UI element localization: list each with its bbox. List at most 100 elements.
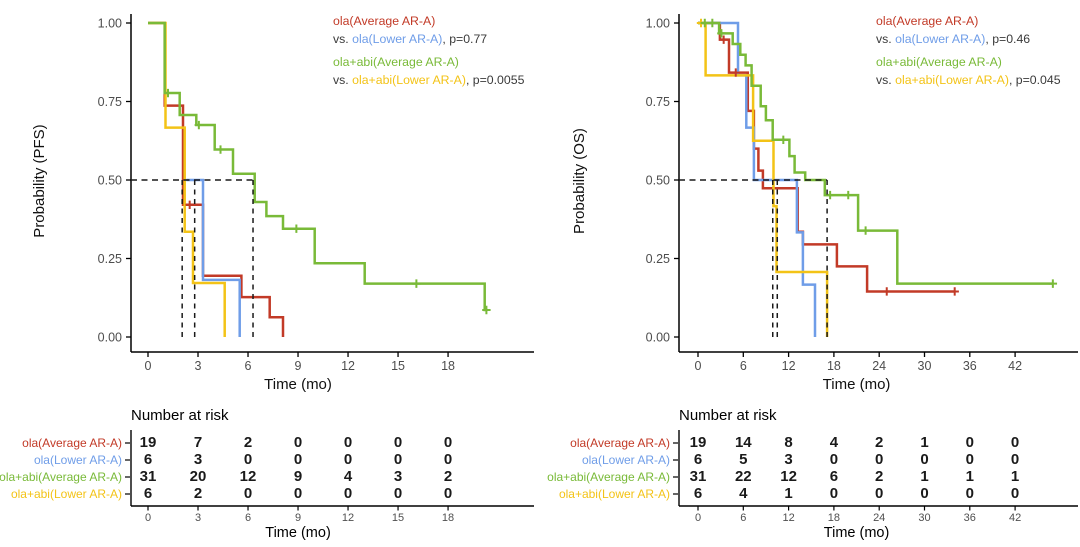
- censor-mark-green: [292, 224, 301, 233]
- risk-table-title: Number at risk: [131, 407, 229, 424]
- risk-row-label: ola(Average AR-A): [22, 436, 122, 450]
- censor-mark-green: [844, 190, 853, 200]
- legend-line: vs. ola(Lower AR-A), p=0.46: [876, 32, 1030, 46]
- censor-mark-red: [185, 200, 194, 210]
- risk-count: 22: [735, 468, 752, 485]
- risk-axis-tick-label: 42: [1009, 512, 1021, 524]
- x-tick-label: 42: [1008, 359, 1022, 373]
- risk-row-label: ola+abi(Average AR-A): [547, 470, 670, 484]
- risk-count: 0: [344, 451, 352, 468]
- risk-count: 4: [830, 434, 839, 451]
- risk-count: 0: [966, 434, 974, 451]
- risk-count: 0: [344, 485, 352, 502]
- x-tick-label: 6: [245, 359, 252, 373]
- risk-axis-tick-label: 18: [442, 512, 454, 524]
- risk-count: 1: [784, 485, 792, 502]
- x-tick-label: 24: [872, 359, 886, 373]
- risk-count: 6: [694, 485, 702, 502]
- censor-marks: [696, 18, 1058, 296]
- risk-count: 19: [140, 434, 157, 451]
- risk-count: 0: [444, 451, 452, 468]
- risk-row-label: ola(Lower AR-A): [582, 453, 670, 467]
- x-axis-label: Time (mo): [264, 376, 332, 393]
- risk-axis-tick-label: 18: [828, 512, 840, 524]
- risk-axis-tick-label: 12: [342, 512, 354, 524]
- risk-axis-tick-label: 12: [782, 512, 794, 524]
- legend-line: vs. ola+abi(Lower AR-A), p=0.0055: [333, 73, 525, 87]
- censor-mark-green: [700, 18, 709, 28]
- censor-mark-green: [482, 305, 491, 315]
- censor-mark-green: [194, 120, 204, 130]
- legend-line: ola+abi(Average AR-A): [333, 55, 459, 69]
- risk-axis-tick-label: 24: [873, 512, 885, 524]
- pfs-panel: 0.00 0.25 0.50 0.75 1.00 0 3 6 9 12 15 18 Time (mo) P…: [0, 14, 534, 541]
- x-tick-label: 18: [827, 359, 841, 373]
- km-curves: [698, 21, 1053, 337]
- x-tick-label: 3: [195, 359, 202, 373]
- median-guides: [679, 179, 828, 337]
- risk-count: 0: [966, 485, 974, 502]
- risk-count: 6: [144, 451, 152, 468]
- axes: 0.00 0.25 0.50 0.75 1.00 0 3 6 9 12 15 18 Time (mo) P…: [31, 14, 534, 393]
- censor-mark-green: [825, 190, 835, 200]
- risk-count: 0: [830, 451, 838, 468]
- y-tick-label: 0.25: [646, 252, 670, 266]
- legend-line: ola+abi(Average AR-A): [876, 55, 1002, 69]
- risk-count: 9: [294, 468, 302, 485]
- legend-line: ola(Average AR-A): [333, 14, 435, 28]
- risk-count: 0: [394, 451, 402, 468]
- x-tick-label: 36: [963, 359, 977, 373]
- risk-count: 0: [244, 451, 252, 468]
- risk-axis-tick-label: 30: [918, 512, 930, 524]
- y-tick-label: 0.25: [98, 252, 122, 266]
- y-tick-label: 0.75: [98, 95, 122, 109]
- y-tick-label: 0.50: [646, 173, 670, 187]
- censor-mark-green: [861, 226, 870, 235]
- legend-line: vs. ola+abi(Lower AR-A), p=0.045: [876, 73, 1061, 87]
- risk-count: 0: [966, 451, 974, 468]
- risk-axis-tick-label: 6: [740, 512, 746, 524]
- x-tick-label: 12: [341, 359, 355, 373]
- risk-row-label: ola+abi(Average AR-A): [0, 470, 122, 484]
- risk-count: 3: [194, 451, 202, 468]
- censor-mark-green: [717, 29, 726, 38]
- risk-count: 0: [920, 451, 928, 468]
- y-tick-label: 0.00: [98, 330, 122, 344]
- risk-count: 0: [394, 485, 402, 502]
- risk-count: 31: [690, 468, 707, 485]
- risk-count: 0: [244, 485, 252, 502]
- axes: 0.00 0.25 0.50 0.75 1.00 0 6 12 18 24 30 36 42 Time (…: [571, 14, 1078, 393]
- censor-mark-red: [719, 35, 728, 44]
- risk-table-title: Number at risk: [679, 407, 777, 424]
- risk-row-label: ola+abi(Lower AR-A): [11, 487, 122, 501]
- x-tick-label: 18: [441, 359, 455, 373]
- risk-count: 0: [875, 485, 883, 502]
- risk-count: 1: [920, 468, 928, 485]
- legend-line: ola(Average AR-A): [876, 14, 978, 28]
- risk-axis-tick-label: 3: [195, 512, 201, 524]
- risk-count: 0: [920, 485, 928, 502]
- risk-table-xlabel: Time (mo): [824, 525, 890, 541]
- median-guides: [131, 179, 254, 337]
- risk-count: 0: [294, 451, 302, 468]
- risk-count: 20: [190, 468, 207, 485]
- censor-mark-red: [731, 68, 740, 77]
- risk-count: 4: [739, 485, 748, 502]
- risk-row-label: ola+abi(Lower AR-A): [559, 487, 670, 501]
- risk-count: 3: [784, 451, 792, 468]
- censor-mark-red: [950, 287, 959, 296]
- risk-count: 2: [194, 485, 202, 502]
- censor-mark-green: [163, 88, 173, 98]
- risk-count: 0: [344, 434, 352, 451]
- y-axis-label: Probability (OS): [571, 128, 588, 234]
- x-tick-label: 12: [782, 359, 796, 373]
- x-tick-label: 0: [145, 359, 152, 373]
- risk-count: 3: [394, 468, 402, 485]
- y-tick-label: 1.00: [98, 16, 122, 30]
- risk-count: 0: [444, 485, 452, 502]
- risk-axis-tick-label: 0: [145, 512, 151, 524]
- risk-count: 1: [1011, 468, 1019, 485]
- risk-count: 1: [920, 434, 928, 451]
